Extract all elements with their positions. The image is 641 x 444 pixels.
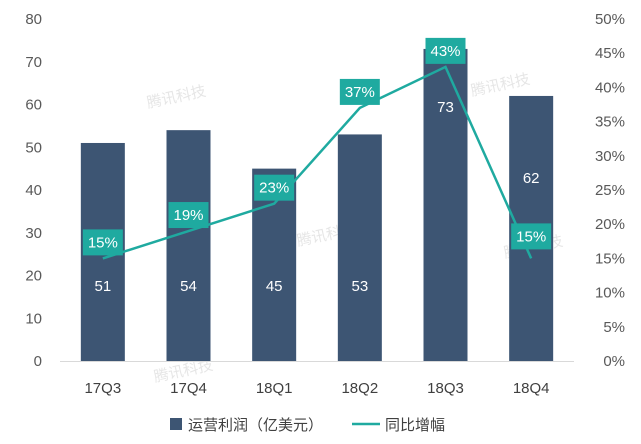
growth-line <box>102 65 533 260</box>
growth-label-box <box>254 174 295 201</box>
growth-label-text: 19% <box>173 207 203 224</box>
left-tick-0: 0 <box>34 353 42 370</box>
growth-label-box <box>425 37 466 64</box>
left-tick-20: 20 <box>25 268 42 285</box>
right-tick-1: 5% <box>603 319 625 336</box>
bar-value-18Q2: 53 <box>351 278 368 295</box>
watermark-2: 腾讯科技 <box>469 70 531 100</box>
growth-value-labels: 15% 19% 23% 37% 43% 15% <box>82 37 552 256</box>
bar-value-18Q3: 73 <box>437 99 454 116</box>
category-17Q4: 17Q4 <box>170 380 207 397</box>
category-labels: 17Q3 17Q4 18Q1 18Q2 18Q3 18Q4 <box>84 380 549 397</box>
legend-line-label: 同比增幅 <box>385 416 445 434</box>
growth-label-18Q4: 15% <box>511 223 552 250</box>
category-18Q3: 18Q3 <box>427 380 464 397</box>
legend: 运营利润（亿美元） 同比增幅 <box>170 416 445 434</box>
bar-value-18Q1: 45 <box>266 278 283 295</box>
bar-17Q4 <box>166 130 211 361</box>
left-axis-ticks: 0 10 20 30 40 50 60 70 80 <box>25 11 42 370</box>
left-tick-50: 50 <box>25 139 42 156</box>
right-tick-8: 40% <box>595 79 625 96</box>
right-tick-10: 50% <box>595 11 625 28</box>
left-tick-40: 40 <box>25 182 42 199</box>
right-tick-0: 0% <box>603 353 625 370</box>
growth-label-text: 23% <box>259 180 289 197</box>
category-18Q2: 18Q2 <box>341 380 378 397</box>
bar-18Q3 <box>423 48 468 362</box>
bar-value-17Q3: 51 <box>94 278 111 295</box>
bar-value-18Q4: 62 <box>523 170 540 187</box>
bar-18Q2 <box>337 134 382 361</box>
growth-label-text: 43% <box>430 43 460 60</box>
growth-label-box <box>511 223 552 250</box>
right-tick-3: 15% <box>595 250 625 267</box>
legend-bar-swatch <box>170 418 182 430</box>
growth-label-box <box>82 229 123 256</box>
right-tick-4: 20% <box>595 216 625 233</box>
right-axis-ticks: 0% 5% 10% 15% 20% 25% 30% 35% 40% 45% 50% <box>595 11 625 370</box>
right-tick-6: 30% <box>595 148 625 165</box>
growth-label-text: 37% <box>345 84 375 101</box>
bar-value-17Q4: 54 <box>180 278 197 295</box>
left-tick-30: 30 <box>25 225 42 242</box>
growth-label-17Q3: 15% <box>82 229 123 256</box>
left-tick-10: 10 <box>25 310 42 327</box>
growth-label-18Q2: 37% <box>339 78 380 105</box>
growth-label-17Q4: 19% <box>168 202 209 229</box>
watermark-0: 腾讯科技 <box>145 82 207 112</box>
left-tick-60: 60 <box>25 97 42 114</box>
bar-18Q1 <box>252 168 297 361</box>
left-tick-70: 70 <box>25 54 42 71</box>
growth-label-text: 15% <box>88 234 118 251</box>
right-tick-2: 10% <box>595 285 625 302</box>
growth-label-box <box>339 78 380 105</box>
category-18Q1: 18Q1 <box>256 380 293 397</box>
growth-label-text: 15% <box>516 228 546 245</box>
growth-label-18Q1: 23% <box>254 174 295 201</box>
right-tick-7: 35% <box>595 114 625 131</box>
left-tick-80: 80 <box>25 11 42 28</box>
category-18Q4: 18Q4 <box>513 380 550 397</box>
growth-label-18Q3: 43% <box>425 37 466 64</box>
right-tick-9: 45% <box>595 45 625 62</box>
right-tick-5: 25% <box>595 182 625 199</box>
bar-value-labels: 51 54 45 53 73 62 <box>94 99 539 295</box>
category-17Q3: 17Q3 <box>84 380 121 397</box>
legend-bar-label: 运营利润（亿美元） <box>188 416 323 434</box>
growth-label-box <box>168 202 209 229</box>
